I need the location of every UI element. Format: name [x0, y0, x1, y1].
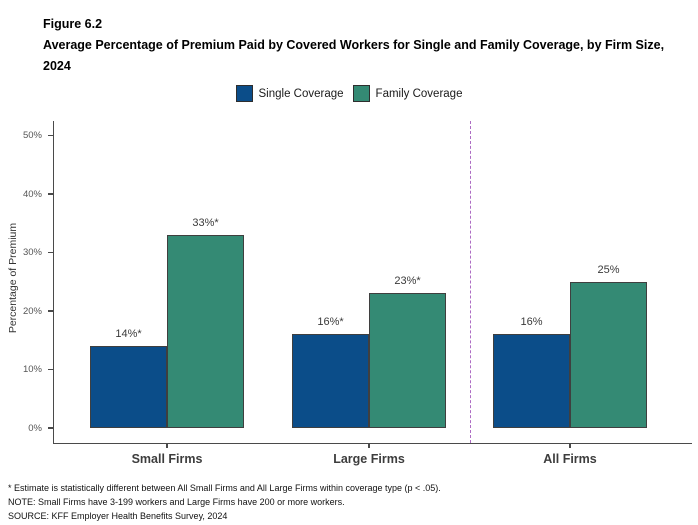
legend-item-family-coverage: Family Coverage — [352, 85, 463, 102]
bar-value-label: 14%* — [115, 328, 142, 341]
x-axis-category-label-small-firms: Small Firms — [131, 452, 203, 466]
header: Figure 6.2 Average Percentage of Premium… — [43, 14, 679, 77]
y-axis-tick-label: 50% — [22, 130, 42, 141]
page-title: Average Percentage of Premium Paid by Co… — [43, 38, 665, 73]
y-axis-tick-mark — [47, 193, 53, 195]
bar-large-firms-single-coverage — [292, 334, 369, 428]
x-axis-tick-mark — [569, 443, 571, 448]
single-coverage-swatch-icon — [235, 85, 253, 102]
legend: Single Coverage Family Coverage — [0, 85, 698, 102]
figure-number: Figure 6.2 — [43, 17, 103, 31]
y-axis-tick-mark — [47, 310, 53, 312]
y-axis-title: Percentage of Premium — [7, 222, 19, 334]
bar-all-firms-single-coverage — [493, 334, 570, 428]
bar-large-firms-family-coverage — [369, 293, 446, 428]
bar-all-firms-family-coverage — [570, 281, 647, 428]
bar-small-firms-single-coverage — [90, 346, 167, 428]
family-coverage-swatch-icon — [352, 85, 370, 102]
legend-label: Single Coverage — [258, 87, 344, 100]
legend-label: Family Coverage — [375, 87, 463, 100]
footnote-note: NOTE: Small Firms have 3-199 workers and… — [8, 497, 345, 507]
footnotes: * Estimate is statistically different be… — [8, 481, 692, 523]
legend-item-single-coverage: Single Coverage — [235, 85, 344, 102]
y-axis-tick-label: 10% — [22, 364, 42, 375]
x-axis-tick-mark — [368, 443, 370, 448]
footnote-estimate: * Estimate is statistically different be… — [8, 483, 441, 493]
x-axis-tick-mark — [166, 443, 168, 448]
y-axis-tick-label: 40% — [22, 188, 42, 200]
y-axis-tick-label: 20% — [22, 305, 42, 317]
bar-small-firms-family-coverage — [167, 234, 244, 428]
bar-value-label: 16% — [520, 316, 543, 329]
x-axis-category-label-large-firms: Large Firms — [333, 452, 405, 466]
y-axis-tick-mark — [47, 427, 53, 429]
footnote-source: SOURCE: KFF Employer Health Benefits Sur… — [8, 511, 228, 521]
plot-area: 0% 10% 20% 30% 40% 50% 14%* 33%* Small Firms 16%*… — [23, 121, 692, 466]
y-axis-tick-mark — [47, 251, 53, 254]
y-axis-tick-mark — [47, 368, 53, 371]
bar-value-label: 25% — [597, 263, 620, 276]
y-axis-tick-label: 30% — [22, 247, 42, 258]
firm-size-separator-line — [470, 121, 471, 443]
y-axis-tick-mark — [47, 134, 53, 137]
y-axis-tick-label: 0% — [28, 422, 42, 434]
bar-value-label: 33%* — [192, 216, 219, 229]
bar-value-label: 23%* — [394, 275, 421, 288]
x-axis-category-label-all-firms: All Firms — [543, 452, 597, 466]
bar-value-label: 16%* — [317, 316, 344, 329]
